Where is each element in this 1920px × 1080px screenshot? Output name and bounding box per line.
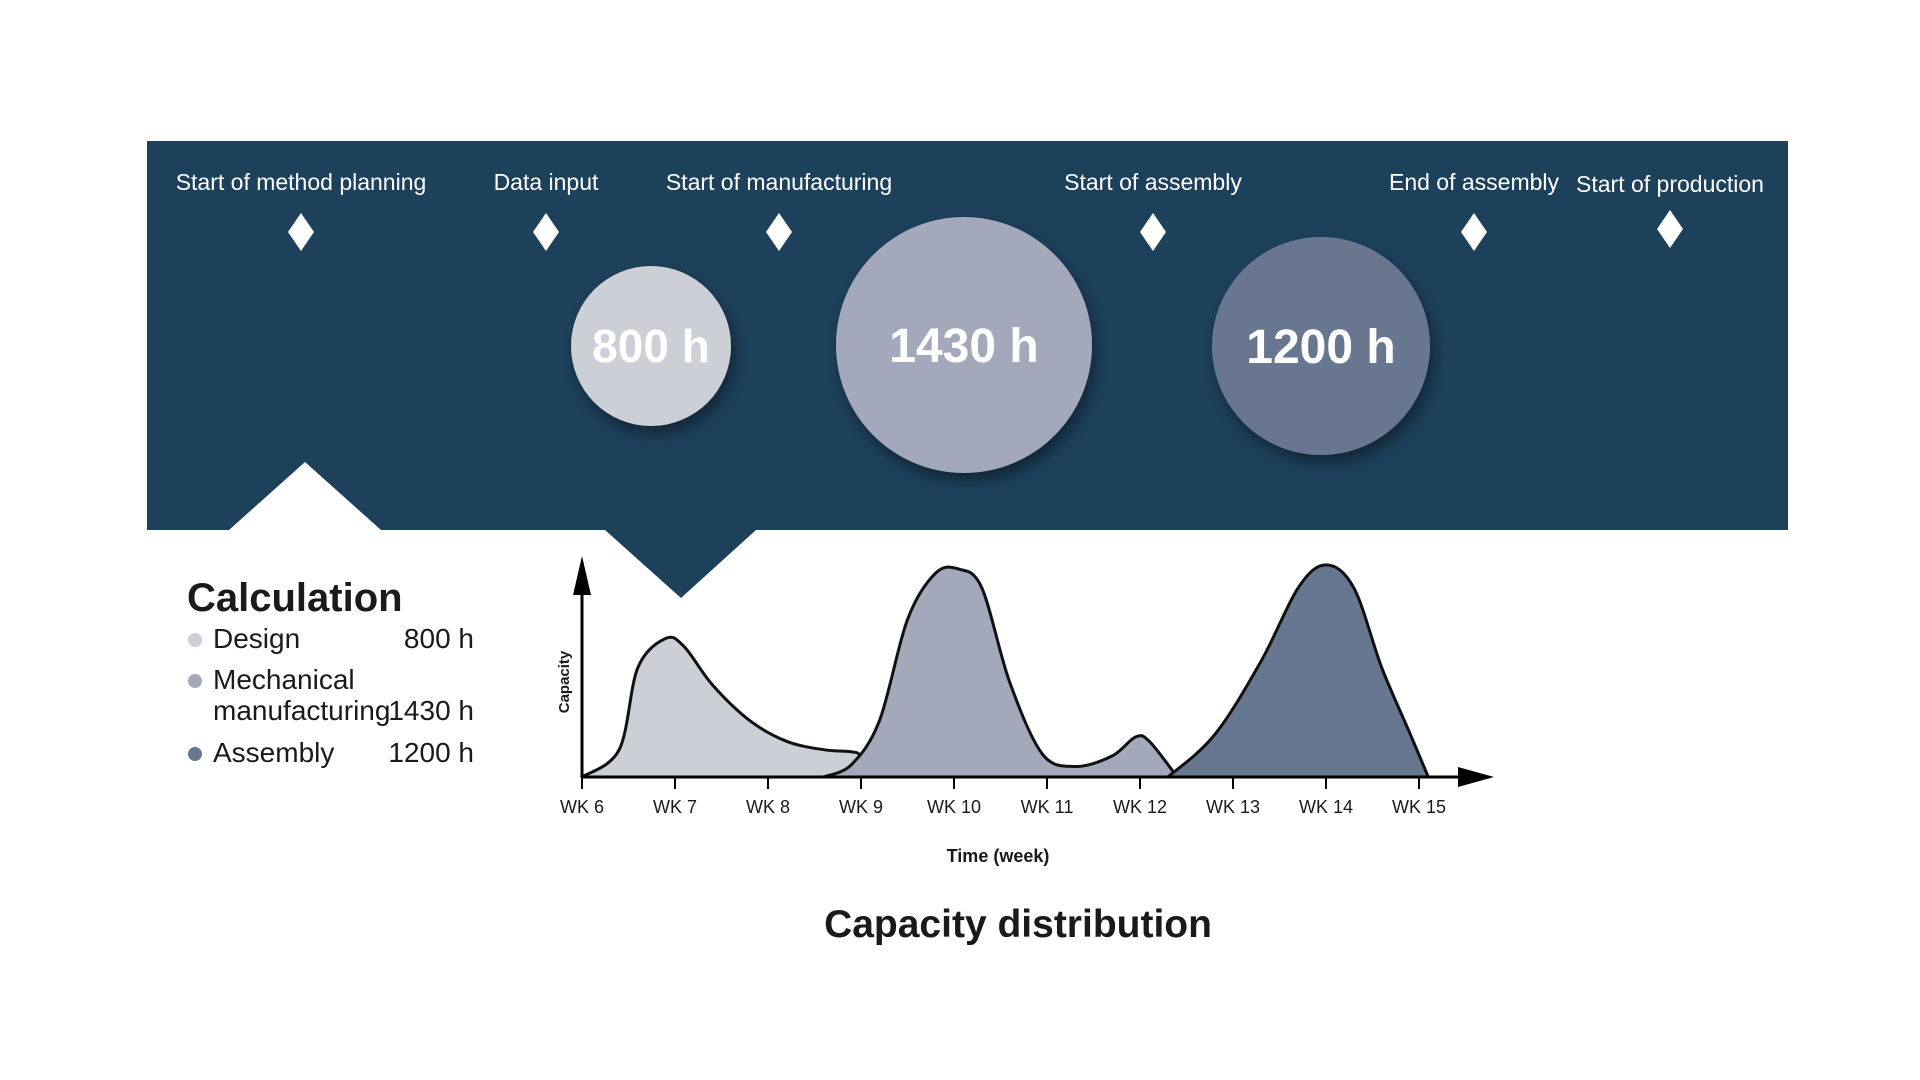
x-tick-label: WK 9	[839, 797, 883, 817]
milestone-label: Start of manufacturing	[666, 169, 892, 195]
x-tick-label: WK 15	[1392, 797, 1446, 817]
milestone-label: Data input	[494, 169, 599, 195]
x-tick-label: WK 7	[653, 797, 697, 817]
calc-item-value: 1200 h	[388, 737, 474, 768]
y-axis-arrow-icon	[573, 556, 591, 595]
bubble-hours-label: 800 h	[592, 320, 710, 372]
area-series-2	[822, 565, 1179, 779]
capacity-bubbles: 800 h 1430 h 1200 h	[571, 217, 1430, 473]
capacity-bubble	[571, 266, 731, 426]
area-series-3	[1166, 563, 1430, 779]
milestone-diamond-icon	[1657, 210, 1683, 248]
milestone-row: Start of method planning Data input Start …	[176, 169, 1764, 251]
bubble-hours-label: 1430 h	[889, 320, 1038, 373]
calc-item-name-continued: manufacturing	[213, 695, 390, 726]
capacity-bubble	[836, 217, 1092, 473]
area-series-1	[580, 635, 882, 779]
milestone-diamond-icon	[533, 213, 559, 251]
x-tick-label: WK 13	[1206, 797, 1260, 817]
milestone-label: Start of method planning	[176, 169, 427, 195]
legend-dot	[188, 747, 202, 761]
milestone-diamond-icon	[1140, 213, 1166, 251]
x-axis-arrow-icon	[1458, 767, 1494, 787]
calc-item-name: Mechanical	[213, 664, 355, 695]
bubble-hours-label: 1200 h	[1246, 321, 1395, 374]
capacity-bubble	[1212, 237, 1430, 455]
x-tick-label: WK 11	[1021, 797, 1074, 817]
milestone-diamond-icon	[288, 213, 314, 251]
x-tick-label: WK 10	[927, 797, 981, 817]
milestone-label: End of assembly	[1389, 169, 1560, 195]
milestone-diamond-icon	[766, 213, 792, 251]
milestone-label: Start of production	[1576, 171, 1764, 197]
x-tick-label: WK 14	[1299, 797, 1353, 817]
capacity-chart: WK 6 WK 7 WK 8 WK 9 WK 10 WK 11 WK 12 WK 13 WK 1…	[556, 556, 1494, 866]
y-axis-label: Capacity	[556, 650, 573, 713]
x-tick-label: WK 12	[1113, 797, 1167, 817]
x-tick-label: WK 8	[746, 797, 790, 817]
x-tick-label: WK 6	[560, 797, 604, 817]
calc-item-value: 1430 h	[388, 695, 474, 726]
milestone-diamond-icon	[1461, 213, 1487, 251]
calc-item-value: 800 h	[404, 623, 474, 654]
legend-dot	[188, 674, 202, 688]
calc-item-name: Design	[213, 623, 300, 654]
calculation-panel: Calculation Design 800 h Mechanicalmanufac…	[187, 576, 474, 768]
calculation-heading: Calculation	[187, 576, 403, 620]
milestone-label: Start of assembly	[1064, 169, 1242, 195]
legend-dot	[188, 633, 202, 647]
chart-title: Capacity distribution	[824, 903, 1212, 946]
x-axis-label: Time (week)	[947, 846, 1050, 866]
calc-item-name: Assembly	[213, 737, 334, 768]
